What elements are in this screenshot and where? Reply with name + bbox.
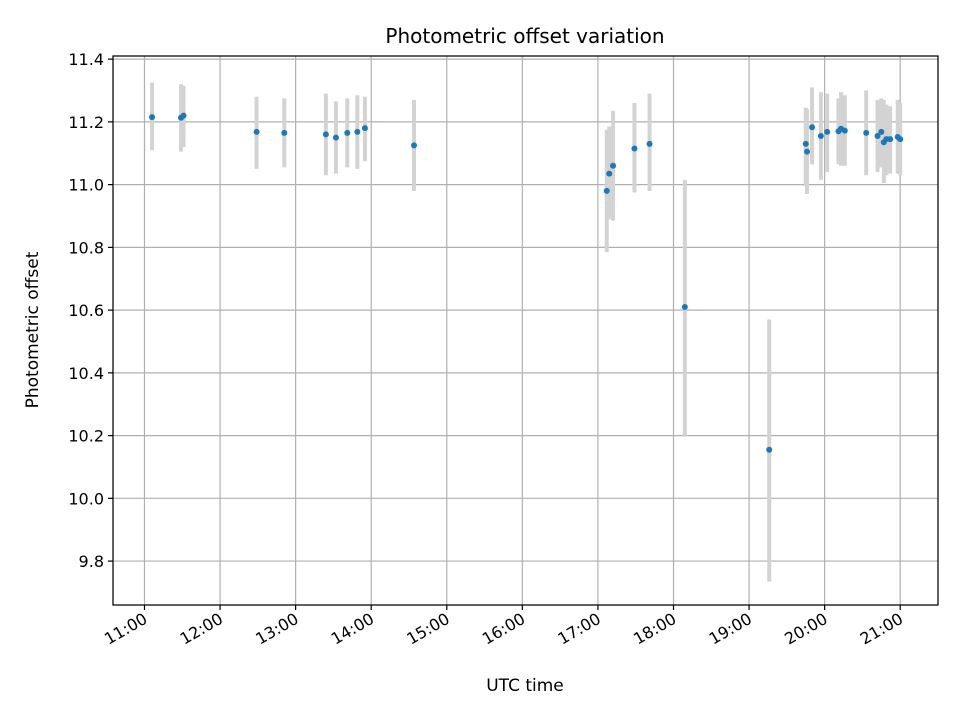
data-points [149,112,904,453]
data-point [809,124,816,131]
grid-lines [113,56,938,605]
y-tick-label: 10.2 [68,427,104,446]
y-tick-label: 10.8 [68,238,104,257]
data-point [631,145,638,152]
plot-area-frame [112,55,939,606]
y-tick-label: 11.2 [68,113,104,132]
data-point [344,129,351,136]
data-point [603,187,610,194]
data-point [411,142,418,149]
data-point [817,132,824,139]
data-point [887,136,894,143]
data-point [253,128,260,135]
data-point [281,129,288,136]
plot-area-background [113,56,938,605]
data-point [878,128,885,135]
y-tick-label: 9.8 [79,552,104,571]
data-point [610,162,617,169]
data-point [802,140,809,147]
y-tick-label: 11.4 [68,50,104,69]
y-axis: 9.8 10.0 10.2 10.4 10.6 10.8 11.0 11.2 11.4 [68,50,113,571]
y-tick-label: 10.0 [68,489,104,508]
data-point [606,170,613,177]
data-point [897,136,904,143]
y-tick-label: 11.0 [68,176,104,195]
x-axis-title: UTC time [486,676,564,696]
data-point [646,140,653,147]
data-point [863,129,870,136]
data-point [874,132,881,139]
y-axis-title: Photometric offset [23,251,43,408]
data-point [804,148,811,155]
data-point [824,128,831,135]
chart-title: Photometric offset variation [385,24,664,48]
data-point [841,127,848,134]
data-point [354,128,361,135]
data-point [322,131,329,138]
data-point [332,134,339,141]
data-point [766,446,773,453]
data-point [149,114,156,121]
data-point [180,112,187,119]
data-point [681,303,688,310]
data-point [361,125,368,132]
y-tick-label: 10.6 [68,301,104,320]
y-tick-label: 10.4 [68,364,104,383]
